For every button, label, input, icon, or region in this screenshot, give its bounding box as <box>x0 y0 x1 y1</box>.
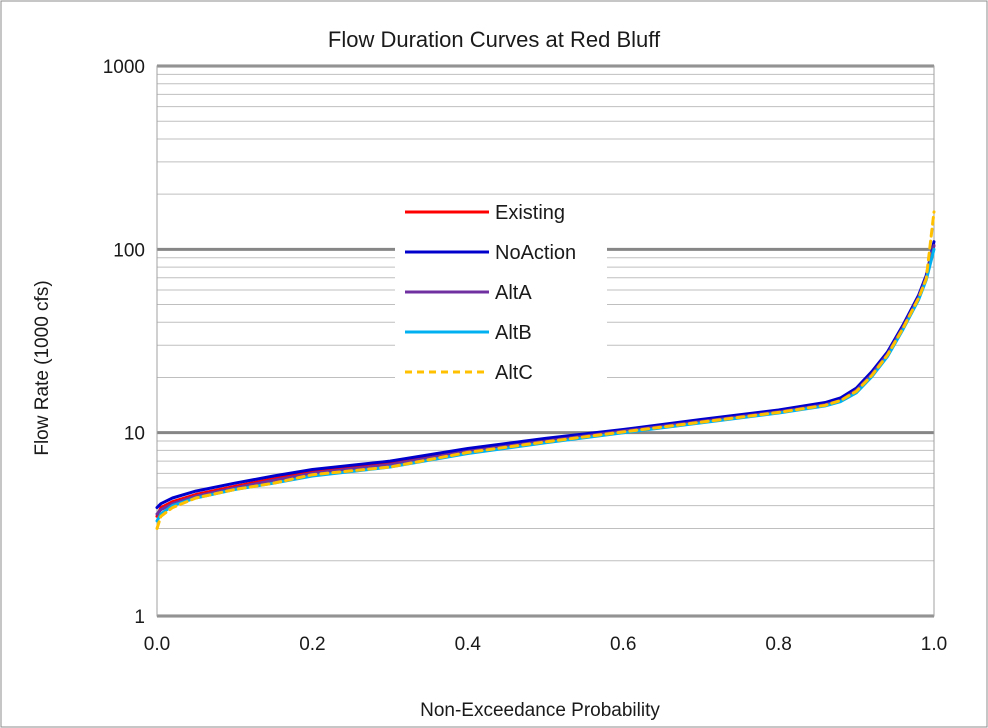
chart-title: Flow Duration Curves at Red Bluff <box>328 27 661 52</box>
x-tick-label: 0.8 <box>765 634 791 655</box>
legend-label: AltB <box>495 322 532 344</box>
y-tick-label: 100 <box>113 240 145 261</box>
x-tick-label: 0.6 <box>610 634 636 655</box>
y-tick-label: 1000 <box>103 57 145 78</box>
series-line-altc <box>155 210 936 530</box>
series-layer <box>155 210 936 530</box>
x-tick-label: 0.0 <box>144 634 170 655</box>
legend-label: AltA <box>495 282 532 304</box>
x-tick-label: 0.4 <box>455 634 482 655</box>
legend-label: NoAction <box>495 242 576 264</box>
y-tick-label: 1 <box>134 607 145 628</box>
tick-labels: 1 10 100 1000 0.0 0.2 0.4 0.6 0.8 1.0 <box>103 57 947 655</box>
legend: Existing NoAction AltA AltB AltC <box>395 196 607 404</box>
x-axis-label: Non-Exceedance Probability <box>420 700 660 721</box>
y-axis-label: Flow Rate (1000 cfs) <box>32 280 53 455</box>
plot-area <box>156 65 935 617</box>
legend-label: Existing <box>495 202 565 224</box>
x-tick-label: 1.0 <box>921 634 947 655</box>
legend-box <box>395 196 607 404</box>
x-tick-label: 0.2 <box>299 634 325 655</box>
legend-label: AltC <box>495 362 533 384</box>
y-tick-label: 10 <box>124 424 145 445</box>
